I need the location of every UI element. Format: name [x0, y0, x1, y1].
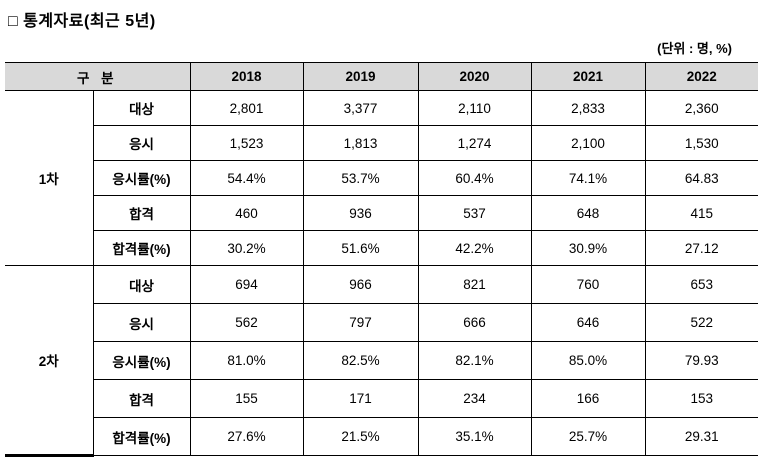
cell-value: 25.7% — [530, 417, 646, 456]
cell-value: 79.93 — [644, 341, 758, 380]
cell-value: 537 — [417, 195, 532, 231]
cell-value: 81.0% — [189, 341, 304, 380]
cell-value: 153 — [644, 379, 758, 418]
table-row: 합격 155 171 234 166 153 — [5, 379, 758, 418]
cell-value: 234 — [417, 379, 532, 418]
cell-value: 54.4% — [189, 160, 304, 196]
cell-value: 1,530 — [644, 125, 758, 161]
row-label: 합격률(%) — [92, 417, 191, 456]
cell-value: 1,274 — [417, 125, 532, 161]
cell-value: 2,110 — [417, 90, 532, 126]
cell-value: 53.7% — [302, 160, 419, 196]
cell-value: 166 — [530, 379, 646, 418]
cell-value: 653 — [644, 265, 758, 304]
cell-value: 2,801 — [189, 90, 304, 126]
cell-value: 648 — [530, 195, 646, 231]
row-label: 합격률(%) — [92, 230, 191, 266]
table-row: 응시률(%) 54.4% 53.7% 60.4% 74.1% 64.83 — [5, 160, 758, 196]
cell-value: 666 — [417, 303, 532, 342]
cell-value: 562 — [189, 303, 304, 342]
cell-value: 155 — [189, 379, 304, 418]
row-label: 대상 — [92, 265, 191, 304]
page-title: □ 통계자료(최근 5년) — [8, 13, 156, 30]
cell-value: 797 — [302, 303, 419, 342]
cell-value: 30.9% — [530, 230, 646, 266]
cell-value: 42.2% — [417, 230, 532, 266]
table-row: 합격 460 936 537 648 415 — [5, 195, 758, 231]
cell-value: 60.4% — [417, 160, 532, 196]
cell-value: 82.1% — [417, 341, 532, 380]
cell-value: 522 — [644, 303, 758, 342]
row-label: 응시 — [92, 303, 191, 342]
cell-value: 74.1% — [530, 160, 646, 196]
cell-value: 646 — [530, 303, 646, 342]
header-category: 구 분 — [5, 62, 191, 91]
statistics-table: 구 분 2018 2019 2020 2021 2022 1차 대상 2,801… — [5, 62, 758, 457]
cell-value: 2,360 — [644, 90, 758, 126]
cell-value: 821 — [417, 265, 532, 304]
row-label: 응시 — [92, 125, 191, 161]
section-label-round2: 2차 — [5, 265, 94, 457]
cell-value: 694 — [189, 265, 304, 304]
cell-value: 51.6% — [302, 230, 419, 266]
header-year-2019: 2019 — [302, 62, 419, 91]
cell-value: 2,833 — [530, 90, 646, 126]
cell-value: 35.1% — [417, 417, 532, 456]
cell-value: 171 — [302, 379, 419, 418]
cell-value: 29.31 — [644, 417, 758, 456]
cell-value: 27.12 — [644, 230, 758, 266]
row-label: 합격 — [92, 195, 191, 231]
cell-value: 82.5% — [302, 341, 419, 380]
cell-value: 760 — [530, 265, 646, 304]
row-label: 합격 — [92, 379, 191, 418]
table-row: 2차 대상 694 966 821 760 653 — [5, 265, 758, 457]
row-label: 대상 — [92, 90, 191, 126]
section-label-round1: 1차 — [5, 90, 94, 266]
table-row: 응시 562 797 666 646 522 — [5, 303, 758, 342]
cell-value: 85.0% — [530, 341, 646, 380]
header-year-2020: 2020 — [417, 62, 532, 91]
cell-value: 966 — [302, 265, 419, 304]
cell-value: 27.6% — [189, 417, 304, 456]
cell-value: 2,100 — [530, 125, 646, 161]
header-year-2022: 2022 — [644, 62, 758, 91]
header-year-2021: 2021 — [530, 62, 646, 91]
cell-value: 3,377 — [302, 90, 419, 126]
table-header-row: 구 분 2018 2019 2020 2021 2022 — [5, 62, 758, 91]
table-row: 1차 대상 2,801 3,377 2,110 2,833 2,360 — [5, 90, 758, 266]
table-row: 응시 1,523 1,813 1,274 2,100 1,530 — [5, 125, 758, 161]
row-label: 응시률(%) — [92, 160, 191, 196]
cell-value: 1,523 — [189, 125, 304, 161]
row-label: 응시률(%) — [92, 341, 191, 380]
cell-value: 64.83 — [644, 160, 758, 196]
cell-value: 936 — [302, 195, 419, 231]
cell-value: 415 — [644, 195, 758, 231]
cell-value: 1,813 — [302, 125, 419, 161]
table-row: 합격률(%) 30.2% 51.6% 42.2% 30.9% 27.12 — [5, 230, 758, 266]
table-row: 응시률(%) 81.0% 82.5% 82.1% 85.0% 79.93 — [5, 341, 758, 380]
cell-value: 30.2% — [189, 230, 304, 266]
table-row: 합격률(%) 27.6% 21.5% 35.1% 25.7% 29.31 — [5, 417, 758, 456]
cell-value: 21.5% — [302, 417, 419, 456]
unit-label: (단위 : 명, %) — [657, 41, 732, 56]
header-year-2018: 2018 — [189, 62, 304, 91]
cell-value: 460 — [189, 195, 304, 231]
